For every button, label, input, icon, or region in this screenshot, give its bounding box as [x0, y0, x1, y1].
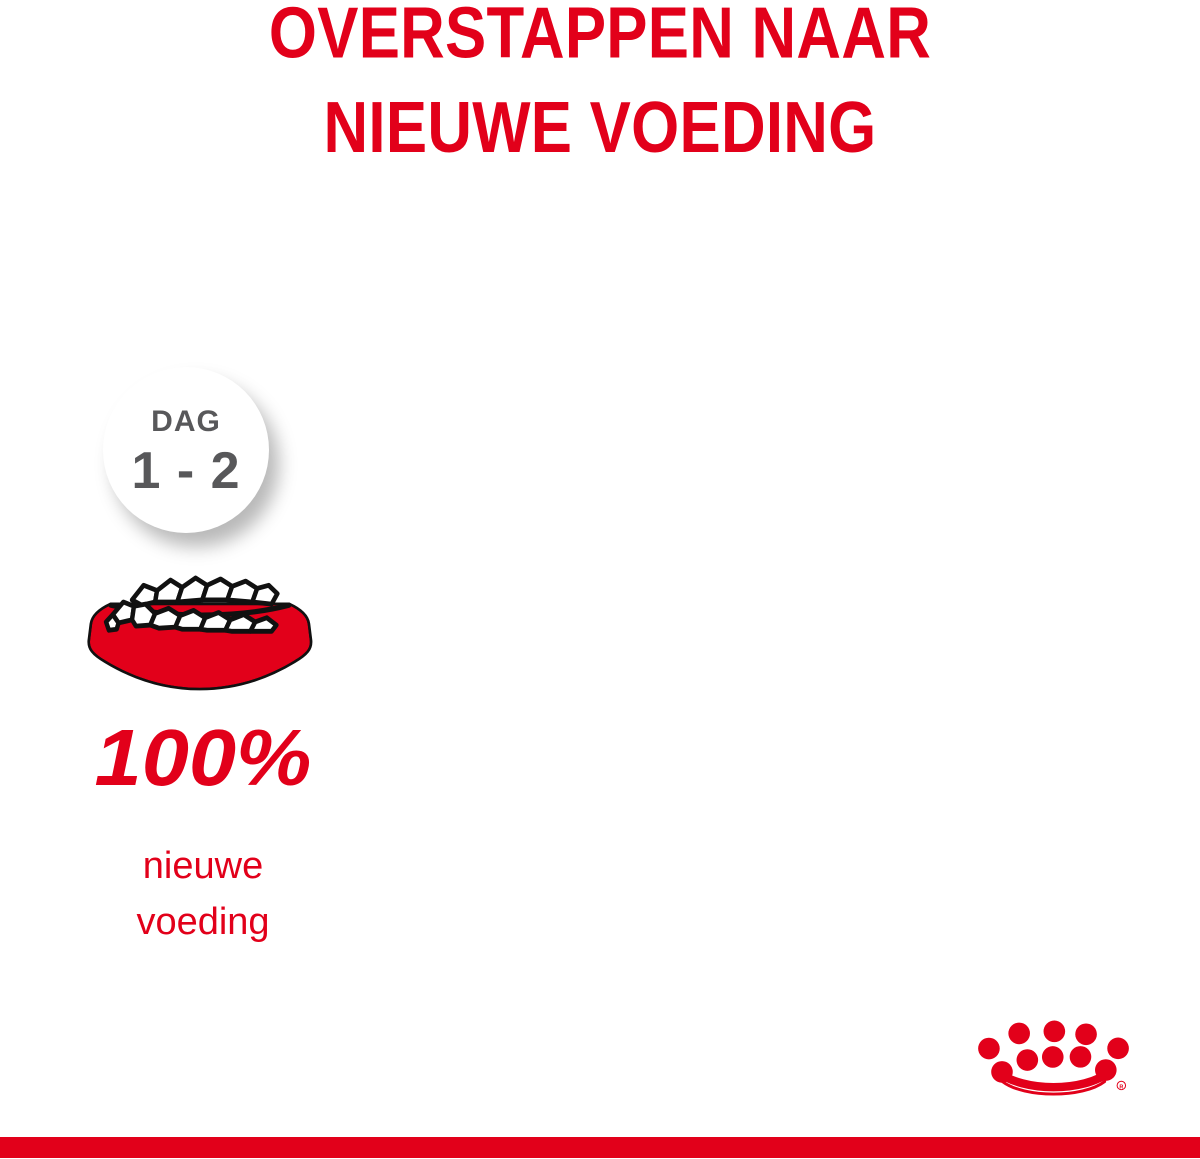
svg-text:R: R: [1119, 1084, 1123, 1090]
